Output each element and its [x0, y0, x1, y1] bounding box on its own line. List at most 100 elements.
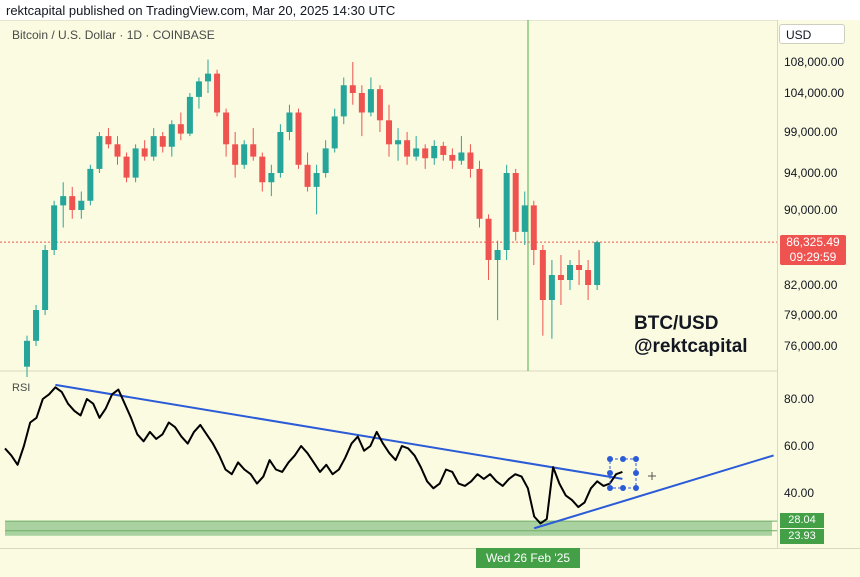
candle-body — [440, 145, 447, 155]
candle-body — [69, 196, 76, 210]
candle-body — [404, 140, 411, 157]
candle-body — [232, 144, 239, 165]
candle-body — [585, 270, 592, 285]
candle-body — [521, 205, 528, 232]
price-tick-label: 108,000.00 — [784, 55, 844, 69]
rsi-tick-label: 80.00 — [784, 392, 814, 406]
candle-body — [78, 200, 85, 210]
crosshair-icon — [648, 472, 656, 480]
candle-body — [268, 173, 275, 183]
candle-body — [548, 275, 555, 300]
handle-dot[interactable] — [633, 485, 639, 491]
candle-body — [386, 120, 392, 145]
candle-body — [150, 136, 157, 157]
candle-body — [576, 265, 583, 270]
time-axis[interactable] — [0, 548, 860, 577]
selection-box[interactable] — [609, 458, 637, 489]
handle-dot[interactable] — [620, 485, 626, 491]
publisher-line: rektcapital published on TradingView.com… — [6, 3, 396, 18]
candle-body — [458, 152, 465, 161]
candle-body — [123, 156, 130, 178]
candle-body — [259, 156, 266, 183]
candle-body — [539, 250, 546, 300]
handle-dot[interactable] — [633, 470, 639, 476]
candle-body — [286, 112, 293, 132]
candlestick-series — [24, 59, 601, 377]
handle-dot[interactable] — [607, 470, 613, 476]
candle-body — [33, 310, 40, 341]
price-tick-label: 99,000.00 — [784, 125, 838, 139]
candle-body — [449, 154, 456, 161]
candle-body — [177, 124, 184, 134]
rsi-tick-label: 40.00 — [784, 486, 814, 500]
candle-body — [349, 85, 356, 93]
candle-body — [24, 340, 30, 367]
rsi-level-badge: 28.04 — [780, 513, 824, 528]
candle-body — [304, 164, 311, 187]
candle-body — [87, 168, 94, 201]
rsi-axis-ticks: 80.00 60.00 40.00 — [784, 392, 814, 500]
candle-body — [195, 81, 202, 97]
rsi-title: RSI — [12, 382, 31, 394]
symbol-title: Bitcoin / U.S. Dollar · 1D · COINBASE — [12, 28, 215, 42]
candle-body — [431, 145, 438, 159]
candle-body — [485, 218, 492, 260]
candle-body — [205, 73, 211, 82]
candle-body — [476, 168, 483, 219]
bar-countdown: 09:29:59 — [789, 250, 837, 264]
candle-body — [186, 96, 193, 134]
candle-body — [494, 250, 501, 260]
candle-body — [358, 93, 365, 113]
watermark: BTC/USD @rektcapital — [634, 312, 748, 358]
candle-body — [512, 173, 519, 232]
candle-body — [331, 116, 338, 149]
candle-body — [214, 73, 221, 113]
rsi-tick-label: 60.00 — [784, 439, 814, 453]
price-axis[interactable] — [777, 20, 860, 548]
candle-body — [422, 148, 429, 159]
rsi-series-line — [4, 386, 623, 525]
rsi-trendlines — [55, 383, 774, 530]
price-tick-label: 79,000.00 — [784, 308, 838, 322]
candle-body — [340, 85, 347, 117]
handle-dot[interactable] — [607, 456, 613, 462]
candle-body — [51, 205, 58, 250]
candle-body — [295, 112, 302, 165]
candle-body — [567, 265, 573, 280]
candle-body — [467, 152, 474, 169]
candle-body — [114, 144, 121, 157]
candle-body — [42, 250, 49, 310]
candle-body — [132, 148, 139, 178]
price-tick-label: 82,000.00 — [784, 278, 838, 292]
candle-body — [159, 136, 166, 147]
last-price-tag: 86,325.49 09:29:59 — [780, 235, 846, 265]
candle-body — [395, 140, 402, 145]
price-tick-label: 76,000.00 — [784, 339, 838, 353]
watermark-line2: @rektcapital — [634, 336, 748, 357]
rsi-line — [4, 386, 623, 525]
candle-body — [313, 173, 320, 187]
candle-body — [322, 148, 329, 173]
trendline[interactable] — [55, 383, 623, 480]
handle-dot[interactable] — [620, 456, 626, 462]
publisher-bar: rektcapital published on TradingView.com… — [0, 0, 860, 21]
selection-handles[interactable] — [607, 456, 639, 491]
handle-dot[interactable] — [607, 485, 613, 491]
candle-body — [413, 148, 420, 157]
watermark-line1: BTC/USD — [634, 313, 719, 334]
candle-body — [141, 148, 148, 157]
price-tick-label: 90,000.00 — [784, 203, 838, 217]
candle-body — [241, 144, 248, 165]
candle-body — [168, 124, 175, 147]
candle-body — [105, 136, 112, 145]
handle-dot[interactable] — [633, 456, 639, 462]
currency-button[interactable]: USD — [779, 24, 845, 44]
candle-body — [277, 132, 284, 173]
crosshair-date-tag: Wed 26 Feb '25 — [476, 548, 580, 568]
last-price-value: 86,325.49 — [786, 235, 840, 249]
oversold-band — [5, 521, 772, 536]
trendline[interactable] — [533, 454, 774, 530]
price-tick-label: 104,000.00 — [784, 86, 844, 100]
price-axis-ticks: 108,000.00 104,000.00 99,000.00 94,000.00 90… — [784, 55, 844, 353]
